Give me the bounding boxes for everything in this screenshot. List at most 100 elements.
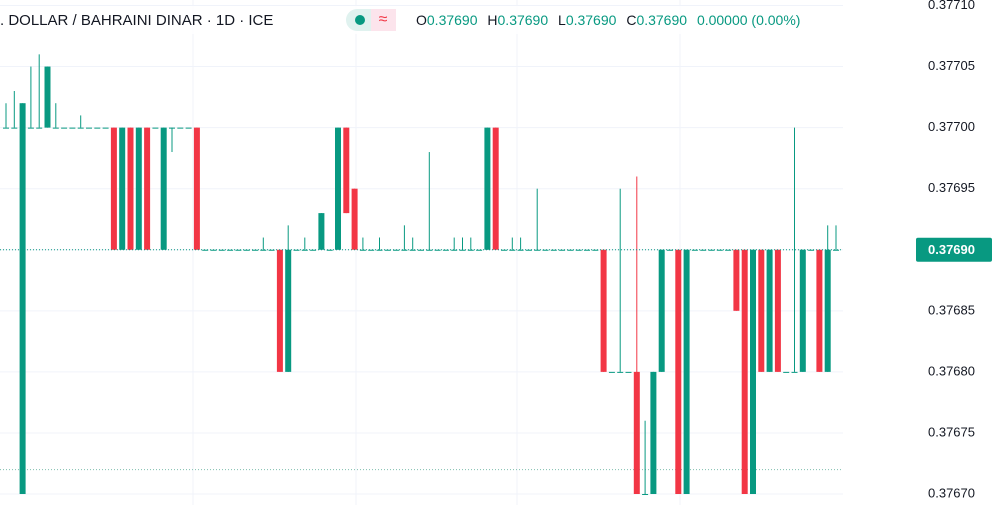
- candle-body: [326, 249, 333, 251]
- candle-body: [276, 249, 283, 372]
- candle-body: [575, 249, 582, 251]
- c-value: 0.37690: [636, 12, 687, 28]
- candle-body: [169, 127, 175, 129]
- candle-body: [401, 249, 408, 251]
- candle-body: [335, 127, 341, 250]
- candle-body: [19, 103, 26, 495]
- candle-body: [824, 249, 831, 372]
- header-backdrop: [0, 6, 845, 34]
- candle-body: [750, 249, 756, 495]
- candle-body: [774, 249, 781, 372]
- y-tick-label: 0.37670: [928, 485, 975, 500]
- y-tick-label: 0.37695: [928, 180, 975, 195]
- candle-body: [600, 249, 607, 372]
- candle-body: [484, 127, 491, 250]
- status-pill-right: [371, 9, 396, 31]
- candle-body: [177, 127, 184, 129]
- candle-body: [285, 249, 292, 372]
- candle-body: [559, 249, 566, 251]
- candle-body: [434, 249, 441, 251]
- candle-body: [476, 249, 483, 251]
- candle-body: [310, 249, 317, 251]
- candle-body: [409, 249, 416, 251]
- y-tick-label: 0.37675: [928, 424, 975, 439]
- y-tick-label: 0.37705: [928, 58, 975, 73]
- o-label: O: [416, 12, 427, 28]
- candle-body: [77, 127, 84, 129]
- candle-body: [36, 127, 43, 129]
- candle-body: [608, 371, 615, 373]
- candle-body: [3, 127, 9, 129]
- candle-body: [766, 249, 773, 372]
- candle-body: [517, 249, 524, 251]
- candle-body: [733, 249, 740, 311]
- candle-body: [235, 249, 242, 251]
- symbol-title: . DOLLAR / BAHRAINI DINAR · 1D · ICE: [0, 12, 273, 29]
- legend-header: . DOLLAR / BAHRAINI DINAR · 1D · ICE ≈ O…: [0, 6, 845, 34]
- candle-body: [783, 371, 790, 373]
- candle-body: [633, 371, 640, 495]
- candle-body: [683, 249, 690, 495]
- c-label: C: [626, 12, 636, 28]
- plot-area: [0, 4, 843, 496]
- candle-body: [691, 249, 698, 251]
- candle-body: [119, 127, 126, 250]
- candle-body: [808, 249, 815, 251]
- candle-body: [11, 127, 18, 129]
- candle-body: [343, 127, 350, 214]
- candle-body: [44, 66, 51, 128]
- candle-body: [351, 188, 358, 250]
- candle-body: [185, 127, 192, 129]
- candle-body: [650, 371, 657, 495]
- candle-body: [127, 127, 134, 250]
- candle-body: [318, 213, 325, 250]
- candle-body: [542, 249, 549, 251]
- candle-body: [675, 249, 682, 495]
- candle-body: [86, 127, 92, 129]
- candle-body: [152, 127, 159, 129]
- y-tick-label: 0.37700: [928, 119, 975, 134]
- ohlc-legend: O0.37690 H0.37690 L0.37690 C0.37690 0.00…: [416, 12, 800, 28]
- candle-body: [467, 249, 474, 251]
- y-tick-label: 0.37680: [928, 363, 975, 378]
- candle-body: [816, 249, 823, 372]
- candle-body: [758, 249, 765, 372]
- y-tick-label: 0.37710: [928, 0, 975, 12]
- candle-body: [642, 494, 649, 496]
- candle-body: [293, 249, 300, 251]
- candle-body: [260, 249, 267, 251]
- candle-body: [27, 127, 34, 129]
- candle-body: [442, 249, 449, 251]
- candle-body: [725, 249, 732, 251]
- candle-body: [791, 371, 798, 373]
- candle-body: [61, 127, 68, 129]
- candle-body: [625, 371, 632, 373]
- candle-body: [376, 249, 383, 251]
- candle-body: [716, 249, 723, 251]
- candle-body: [268, 249, 275, 251]
- candle-body: [102, 127, 109, 129]
- candle-body: [301, 249, 308, 251]
- candle-body: [550, 249, 557, 251]
- candle-body: [94, 127, 101, 129]
- last-price-label: 0.37690: [928, 242, 975, 257]
- candle-body: [509, 249, 516, 251]
- candle-body: [359, 249, 366, 251]
- h-label: H: [487, 12, 497, 28]
- candle-body: [144, 127, 151, 250]
- candle-body: [227, 249, 234, 251]
- candle-body: [160, 127, 167, 250]
- candle-body: [617, 371, 624, 373]
- candle-body: [799, 249, 806, 372]
- candle-body: [584, 249, 590, 251]
- last-price-box: [916, 237, 992, 262]
- h-value: 0.37690: [498, 12, 549, 28]
- candle-body: [700, 249, 707, 251]
- candle-body: [658, 249, 665, 372]
- candle-body: [193, 127, 200, 250]
- candle-body: [368, 249, 375, 251]
- candle-body: [218, 249, 225, 251]
- candle-body: [492, 127, 499, 250]
